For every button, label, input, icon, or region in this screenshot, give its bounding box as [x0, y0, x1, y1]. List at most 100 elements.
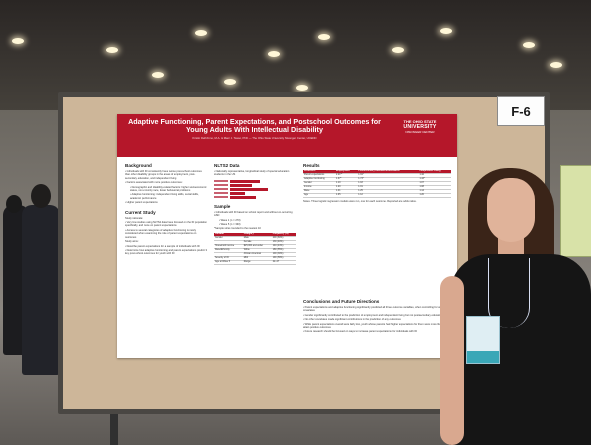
logo-line-2: UNIVERSITY — [403, 124, 437, 130]
table-header: Variable — [214, 232, 243, 237]
logo-line-1: THE OHIO STATE — [403, 119, 437, 124]
ceiling-light — [152, 72, 164, 78]
poster-column-left: Background Individuals with ID consisten… — [125, 163, 207, 257]
ceiling-light — [318, 34, 330, 40]
table-cell: 1.20 — [335, 185, 358, 190]
conclusions-section: Conclusions and Future Directions Parent… — [303, 299, 451, 354]
background-attendee — [22, 205, 60, 375]
chart-bar-row — [214, 196, 296, 199]
background-bullet: Demographic and disability-related facto… — [125, 186, 207, 193]
logo-line-3: NISONGER CENTER — [405, 130, 435, 134]
table-cell: Age at Wave 5 — [214, 260, 243, 265]
ceiling-light — [12, 38, 24, 44]
sample-table: Variable Category Frequency (%) Gender Ma… — [214, 232, 296, 265]
table-row: Severity of ID Mild 190 (58%) — [214, 256, 296, 261]
ceiling-light — [392, 47, 404, 53]
chart-bar-row — [214, 184, 296, 187]
conclusions-bullet: Gender significantly contributed to the … — [303, 314, 451, 317]
table-cell: $25,000 and under — [242, 244, 272, 249]
table-row: African American 100 (30%) — [214, 252, 296, 257]
board-leg — [110, 414, 118, 445]
background-bullet: Higher parent expectations — [125, 201, 207, 204]
chart-bar-row — [214, 192, 296, 195]
results-heading: Results — [303, 163, 320, 168]
ceiling-light — [550, 62, 562, 68]
current-study-heading: Current Study — [125, 209, 156, 215]
table-cell: 130 (40%) — [271, 240, 296, 245]
table-row: Adaptive functioning 1.37* 1.73* 1.43* — [303, 177, 451, 182]
conclusions-bullet: No other covariates made significant con… — [303, 318, 451, 321]
table-cell: 1.18 — [357, 181, 419, 186]
table-cell: 1.20 — [418, 193, 451, 198]
table-cell — [214, 240, 243, 245]
presenter-arm — [440, 276, 464, 445]
table-cell: Parent expectations — [303, 173, 335, 178]
ceiling-light — [106, 47, 118, 53]
table-header: Employment — [335, 170, 358, 174]
background-bullet: Individuals with ID consistently have wo… — [125, 170, 207, 180]
table-cell: Mild — [242, 256, 272, 261]
conclusions-bullet: Parent expectations and adaptive functio… — [303, 306, 451, 313]
table-cell: 1.41 — [335, 189, 358, 194]
ceiling-light — [523, 42, 535, 48]
table-cell: Gender — [214, 236, 243, 241]
university-logo: THE OHIO STATE UNIVERSITY NISONGER CENTE… — [390, 119, 450, 153]
table-cell: 1.73* — [357, 177, 419, 182]
current-study-line: Study aims: — [125, 240, 139, 244]
poster-column-right: Results Predictors Employment Postsecond… — [303, 163, 451, 204]
conclusions-heading: Conclusions and Future Directions — [303, 299, 380, 304]
table-cell: 1.12 — [357, 193, 419, 198]
background-heading: Background — [125, 163, 152, 168]
booth-number-card: F-6 — [497, 96, 545, 126]
background-attendee-head — [31, 184, 51, 208]
nlts2-mini-chart — [214, 180, 296, 199]
table-header: Predictors — [303, 170, 335, 174]
table-cell: Race — [303, 189, 335, 194]
ceiling-light — [296, 85, 308, 91]
table-cell: 100 (30%) — [271, 252, 296, 257]
table-row: Age at Wave 5 Range 22–27 — [214, 260, 296, 265]
background-attendee-head — [6, 195, 22, 213]
chart-bar-row — [214, 188, 296, 191]
table-cell: Race/Ethnicity — [214, 248, 243, 253]
table-row: Income 1.20 1.01 1.08 — [303, 185, 451, 190]
table-header: Frequency (%) — [271, 232, 296, 237]
table-cell: 1.01 — [357, 185, 419, 190]
current-study-line: Study rationale: — [125, 216, 144, 220]
table-cell: Severity of ID — [214, 256, 243, 261]
lanyard — [488, 258, 530, 328]
ceiling-light — [440, 28, 452, 34]
table-cell: Adaptive functioning — [303, 177, 335, 182]
poster-title: Adaptive Functioning, Parent Expectation… — [128, 117, 381, 135]
table-cell: 1.05 — [335, 193, 358, 198]
sample-line: *Sample sizes rounded to the nearest 10 — [214, 227, 261, 231]
ceiling-light — [195, 30, 207, 36]
table-cell: 1.14 — [418, 189, 451, 194]
table-cell: 1.43* — [418, 177, 451, 182]
sample-line: Wave 1 (n = 270) — [214, 219, 296, 222]
table-header-row: Predictors Employment Postsecondary Educ… — [303, 170, 451, 174]
background-bullet: Factors associated with more positive ou… — [125, 181, 207, 184]
sample-line: Individuals with ID based on school repo… — [214, 211, 296, 218]
table-cell: 180 (55%) — [271, 248, 296, 253]
table-cell: Gender — [303, 181, 335, 186]
table-header: Postsecondary Education/Attendance — [357, 170, 419, 174]
current-study-line: Determine how adaptive functioning and p… — [125, 249, 207, 256]
table-cell: White — [242, 248, 272, 253]
ceiling-light — [224, 79, 236, 85]
table-header: Category — [242, 232, 272, 237]
table-header-row: Variable Category Frequency (%) — [214, 232, 296, 237]
table-cell: Income — [303, 185, 335, 190]
table-cell: 1.37* — [335, 177, 358, 182]
table-cell: Range — [242, 260, 272, 265]
chart-bar-row — [214, 180, 296, 183]
sample-line: Wave 5 (n = 330) — [214, 223, 296, 226]
table-row: Gender 1.10 1.18 1.07 — [303, 181, 451, 186]
table-cell: Female — [242, 240, 272, 245]
table-cell: 1.08 — [418, 185, 451, 190]
table-cell: 140 (43%) — [271, 244, 296, 249]
results-table: Predictors Employment Postsecondary Educ… — [303, 170, 451, 198]
conclusions-bullet: While parent expectations overall were f… — [303, 323, 451, 330]
poster-column-middle: NLTS2 Data Nationally representative, lo… — [214, 163, 296, 265]
conclusions-bullet: Future research should be focused on way… — [303, 330, 451, 333]
